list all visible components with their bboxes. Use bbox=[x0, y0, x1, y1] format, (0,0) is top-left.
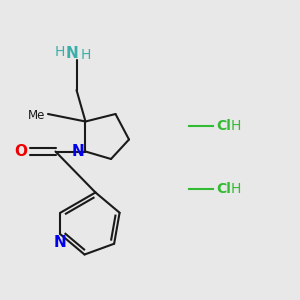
Text: Cl: Cl bbox=[216, 182, 231, 196]
Text: N: N bbox=[66, 46, 78, 61]
Text: N: N bbox=[54, 235, 67, 250]
Text: H: H bbox=[230, 182, 241, 196]
Text: H: H bbox=[230, 119, 241, 133]
Text: Cl: Cl bbox=[216, 119, 231, 133]
Text: O: O bbox=[15, 144, 28, 159]
Text: H: H bbox=[55, 46, 65, 59]
Text: N: N bbox=[71, 144, 84, 159]
Text: Me: Me bbox=[28, 109, 45, 122]
Text: H: H bbox=[80, 48, 91, 62]
